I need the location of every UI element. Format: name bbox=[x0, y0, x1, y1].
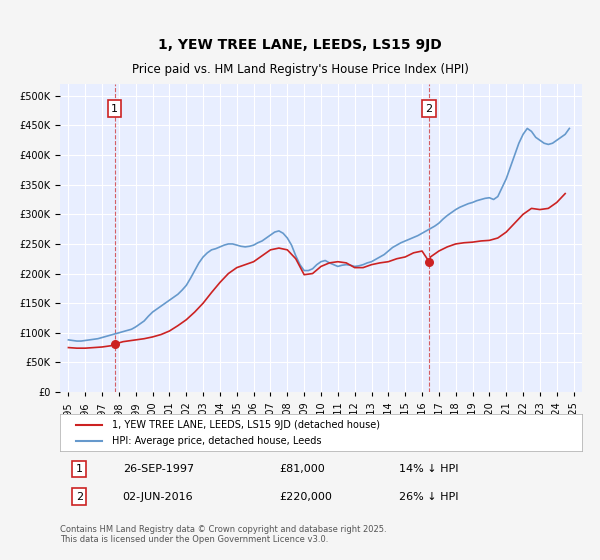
1, YEW TREE LANE, LEEDS, LS15 9JD (detached house) bbox=[562, 190, 569, 197]
1, YEW TREE LANE, LEEDS, LS15 9JD (detached house) bbox=[250, 258, 257, 265]
HPI: Average price, detached house, Leeds: (2.02e+03, 4.3e+05): Average price, detached house, Leeds: (2… bbox=[557, 134, 565, 141]
HPI: Average price, detached house, Leeds: (2e+03, 2.35e+05): Average price, detached house, Leeds: (2… bbox=[204, 249, 211, 256]
Text: 1, YEW TREE LANE, LEEDS, LS15 9JD: 1, YEW TREE LANE, LEEDS, LS15 9JD bbox=[158, 38, 442, 52]
HPI: Average price, detached house, Leeds: (2.02e+03, 4.45e+05): Average price, detached house, Leeds: (2… bbox=[524, 125, 531, 132]
HPI: Average price, detached house, Leeds: (2.02e+03, 4.45e+05): Average price, detached house, Leeds: (2… bbox=[566, 125, 573, 132]
Text: 02-JUN-2016: 02-JUN-2016 bbox=[122, 492, 193, 502]
1, YEW TREE LANE, LEEDS, LS15 9JD (detached house) bbox=[174, 323, 181, 329]
Text: 1, YEW TREE LANE, LEEDS, LS15 9JD (detached house): 1, YEW TREE LANE, LEEDS, LS15 9JD (detac… bbox=[112, 419, 380, 430]
Text: 1: 1 bbox=[111, 104, 118, 114]
HPI: Average price, detached house, Leeds: (2e+03, 8.8e+04): Average price, detached house, Leeds: (2… bbox=[65, 337, 72, 343]
HPI: Average price, detached house, Leeds: (2.01e+03, 2.14e+05): Average price, detached house, Leeds: (2… bbox=[347, 262, 354, 269]
Text: 1: 1 bbox=[76, 464, 83, 474]
Text: 2: 2 bbox=[76, 492, 83, 502]
HPI: Average price, detached house, Leeds: (2.02e+03, 2.64e+05): Average price, detached house, Leeds: (2… bbox=[414, 232, 421, 239]
1, YEW TREE LANE, LEEDS, LS15 9JD (detached house) bbox=[65, 344, 72, 351]
Text: Price paid vs. HM Land Registry's House Price Index (HPI): Price paid vs. HM Land Registry's House … bbox=[131, 63, 469, 77]
Text: £81,000: £81,000 bbox=[279, 464, 325, 474]
Text: 14% ↓ HPI: 14% ↓ HPI bbox=[400, 464, 459, 474]
HPI: Average price, detached house, Leeds: (2e+03, 8.6e+04): Average price, detached house, Leeds: (2… bbox=[73, 338, 80, 344]
1, YEW TREE LANE, LEEDS, LS15 9JD (detached house) bbox=[73, 345, 80, 352]
Text: 26% ↓ HPI: 26% ↓ HPI bbox=[400, 492, 459, 502]
1, YEW TREE LANE, LEEDS, LS15 9JD (detached house) bbox=[376, 259, 383, 266]
Text: 26-SEP-1997: 26-SEP-1997 bbox=[122, 464, 194, 474]
Point bbox=[110, 339, 119, 348]
1, YEW TREE LANE, LEEDS, LS15 9JD (detached house) bbox=[503, 228, 510, 235]
HPI: Average price, detached house, Leeds: (2.02e+03, 3.18e+05): Average price, detached house, Leeds: (2… bbox=[465, 200, 472, 207]
HPI: Average price, detached house, Leeds: (2e+03, 1.65e+05): Average price, detached house, Leeds: (2… bbox=[174, 291, 181, 297]
1, YEW TREE LANE, LEEDS, LS15 9JD (detached house) bbox=[343, 259, 350, 266]
Text: Contains HM Land Registry data © Crown copyright and database right 2025.
This d: Contains HM Land Registry data © Crown c… bbox=[60, 525, 386, 544]
1, YEW TREE LANE, LEEDS, LS15 9JD (detached house) bbox=[191, 309, 199, 315]
Line: 1, YEW TREE LANE, LEEDS, LS15 9JD (detached house): 1, YEW TREE LANE, LEEDS, LS15 9JD (detac… bbox=[68, 194, 565, 348]
Text: HPI: Average price, detached house, Leeds: HPI: Average price, detached house, Leed… bbox=[112, 436, 322, 446]
Point bbox=[424, 257, 434, 266]
Text: 2: 2 bbox=[425, 104, 433, 114]
Line: HPI: Average price, detached house, Leeds: HPI: Average price, detached house, Leed… bbox=[68, 128, 569, 341]
Text: £220,000: £220,000 bbox=[279, 492, 332, 502]
